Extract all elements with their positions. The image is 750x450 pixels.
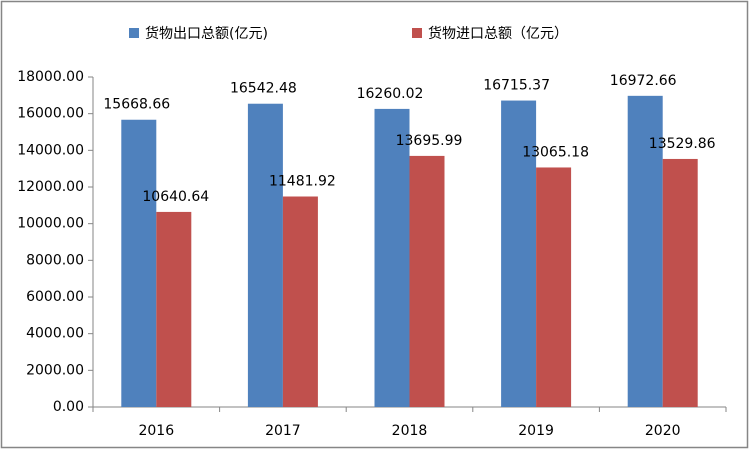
value-label: 13065.18 [522,144,589,160]
x-tick-label: 2016 [138,423,174,439]
y-tick-label: 16000.00 [17,106,84,122]
value-label: 16542.48 [230,81,297,97]
value-label: 10640.64 [142,189,209,205]
legend-swatch [412,28,422,38]
value-label: 13695.99 [396,133,463,149]
bar [374,108,410,408]
y-tick-label: 2000.00 [26,362,84,378]
x-tick-label: 2019 [518,423,554,439]
bar [282,196,318,407]
legend-label: 货物出口总额(亿元) [145,25,268,42]
bar [501,100,537,408]
bar [247,103,283,408]
x-tick-label: 2020 [645,423,681,439]
y-tick-label: 0.00 [53,399,84,415]
bar [409,155,445,407]
bar [536,167,572,407]
y-tick-label: 14000.00 [17,142,84,158]
value-label: 16260.02 [357,86,424,102]
value-label: 11481.92 [269,173,336,189]
legend-label: 货物进口总额（亿元） [428,25,568,42]
y-tick-label: 18000.00 [17,69,84,85]
value-label: 16972.66 [610,73,677,89]
y-tick-label: 8000.00 [26,252,84,268]
y-tick-label: 12000.00 [17,179,84,195]
y-tick-label: 4000.00 [26,326,84,342]
bar [627,95,663,407]
legend: 货物出口总额(亿元) 货物进口总额（亿元） [129,25,568,42]
value-label: 16715.37 [483,78,550,94]
value-label: 15668.66 [103,97,170,113]
y-tick-label: 6000.00 [26,289,84,305]
x-tick-label: 2018 [392,423,428,439]
bar [662,158,698,407]
legend-swatch [129,28,139,38]
y-tick-label: 10000.00 [17,216,84,232]
x-tick-label: 2017 [265,423,301,439]
bar [156,211,192,407]
value-label: 13529.86 [649,136,716,152]
bar [121,119,157,407]
